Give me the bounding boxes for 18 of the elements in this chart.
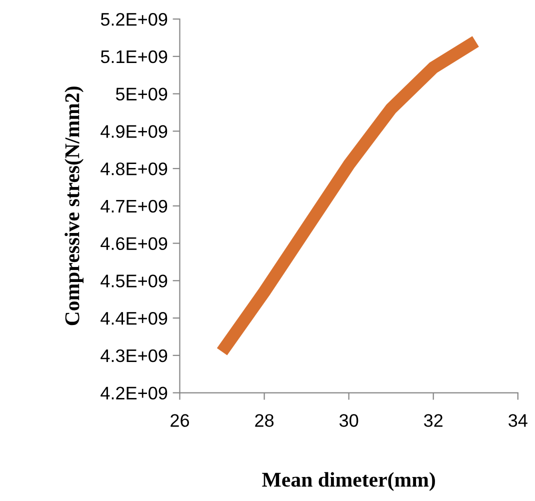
y-tick-label: 4.9E+09	[100, 125, 168, 138]
x-tick-label: 32	[424, 414, 442, 427]
x-tick-label: 26	[170, 414, 190, 427]
y-tick-label: 4.6E+09	[100, 237, 168, 250]
y-tick-label: 5.1E+09	[100, 50, 168, 64]
y-tick-label: 4.4E+09	[100, 312, 168, 325]
x-tick-label: 30	[339, 414, 358, 427]
y-tick-label: 5E+09	[116, 88, 168, 101]
x-axis-title: Mean dimeter(mm)	[262, 472, 435, 492]
x-tick-label: 28	[255, 414, 274, 427]
x-tick-label: 34	[508, 414, 528, 427]
y-tick-label: 4.2E+09	[100, 386, 168, 400]
y-tick-label: 5.2E+09	[100, 12, 168, 26]
y-tick-label: 4.3E+09	[100, 349, 168, 362]
y-tick-label: 4.7E+09	[100, 200, 168, 213]
y-tick-label: 4.8E+09	[100, 162, 168, 176]
y-axis-title: Compressive stres(N/mm2)	[64, 86, 84, 326]
y-tick-label: 4.5E+09	[100, 274, 168, 288]
